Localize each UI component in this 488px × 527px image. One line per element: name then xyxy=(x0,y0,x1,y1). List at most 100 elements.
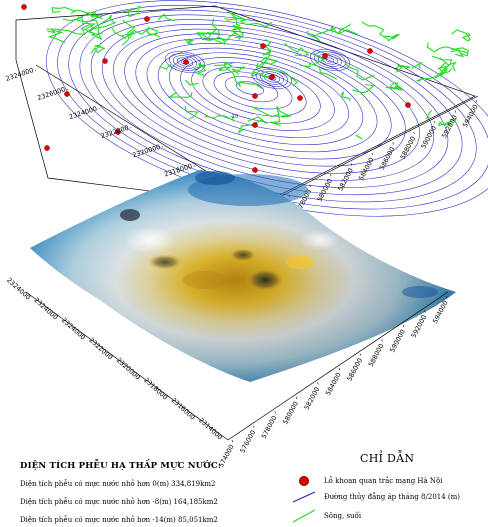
upper-y-tick: 2324000 xyxy=(5,66,35,83)
legend-label: Lỗ khoan quan trắc mạng Hà Nội xyxy=(324,477,443,485)
lower-x-tick: 582000 xyxy=(303,386,322,412)
isobath-line xyxy=(259,71,285,85)
lower-x-tick-mark xyxy=(317,382,319,385)
river-line xyxy=(111,27,136,40)
river-line xyxy=(214,61,233,71)
drawdown-cone xyxy=(229,248,257,262)
lower-x-tick-mark xyxy=(338,367,340,371)
river-line xyxy=(355,134,363,140)
upper-y-tick-mark xyxy=(98,108,100,110)
legend-title: CHỈ DẪN xyxy=(360,452,415,465)
river-line xyxy=(76,16,103,41)
river-line xyxy=(438,61,453,74)
isobath-line xyxy=(310,49,350,71)
river-line xyxy=(385,82,403,91)
lower-y-tick: 2324000 xyxy=(60,316,87,341)
monitoring-well xyxy=(102,58,108,64)
river-line xyxy=(426,42,468,54)
legend-item-isobath: Đường thủy đẳng áp tháng 8/2014 (m) xyxy=(290,490,460,504)
river-line xyxy=(361,21,385,35)
river-line xyxy=(438,118,457,127)
contour-plane: -10 xyxy=(15,0,488,217)
upper-x-tick-mark xyxy=(330,174,332,177)
upper-y-tick: 2320000 xyxy=(131,143,161,160)
river-line xyxy=(432,55,453,73)
isobath-line xyxy=(113,28,420,174)
drawdown-area-title: DIỆN TÍCH PHỄU HẠ THẤP MỰC NƯỚC: xyxy=(20,461,222,471)
monitoring-well xyxy=(322,53,328,59)
upper-x-tick-mark xyxy=(371,152,373,156)
river-line xyxy=(184,38,195,45)
river-line xyxy=(450,49,465,58)
isobath-line xyxy=(124,33,406,167)
river-line xyxy=(121,19,136,46)
river-line xyxy=(90,42,106,54)
monitoring-well xyxy=(44,145,50,151)
isobath-line xyxy=(157,47,364,146)
upper-y-tick-mark xyxy=(161,146,164,148)
upper-x-tick: 588000 xyxy=(399,135,418,161)
lower-y-tick: 2318000 xyxy=(142,376,169,401)
upper-x-tick: 582000 xyxy=(336,167,355,193)
upper-x-tick: 586000 xyxy=(378,146,397,172)
upper-x-tick: 592000 xyxy=(440,114,459,140)
river-line xyxy=(231,65,245,75)
river-line xyxy=(206,29,227,41)
monitoring-well xyxy=(252,122,258,128)
river-line xyxy=(167,92,193,98)
lower-x-tick: 576000 xyxy=(238,429,257,455)
river-line xyxy=(223,29,244,43)
river-line xyxy=(352,83,375,94)
lower-y-tick-mark xyxy=(83,335,86,338)
upper-y-tick: 2324000 xyxy=(68,105,98,122)
river-line xyxy=(47,29,66,44)
legend-label: Sông, suối xyxy=(324,512,362,520)
monitoring-well xyxy=(21,4,27,10)
monitoring-well xyxy=(115,129,121,135)
lower-x-tick-mark xyxy=(231,439,233,443)
river-line xyxy=(395,64,411,73)
river-line xyxy=(250,71,263,77)
drawdown-area-line: Diện tích phễu có mực nước nhỏ hơn 0(m) … xyxy=(20,480,216,488)
river-line xyxy=(276,106,292,118)
river-line xyxy=(284,42,310,57)
river-line xyxy=(196,32,220,40)
lower-x-tick-mark xyxy=(360,353,362,356)
river-line xyxy=(300,62,338,80)
lower-x-tick: 588000 xyxy=(367,342,386,368)
monitoring-well xyxy=(405,102,411,108)
lower-x-tick-mark xyxy=(445,295,447,299)
lower-y-tick: 2322000 xyxy=(87,336,114,361)
isobath-line xyxy=(236,80,264,96)
upper-x-tick-mark xyxy=(475,99,477,103)
river-line xyxy=(425,110,433,120)
drawdown-area-line: Diện tích phễu có mực nước nhỏ hơn -14(m… xyxy=(20,516,218,524)
river-line xyxy=(62,16,97,35)
river-line xyxy=(192,62,207,77)
groundwater-surface-3d xyxy=(30,170,456,382)
river-line xyxy=(250,105,281,127)
lower-x-tick: 590000 xyxy=(388,328,407,354)
monitoring-wells xyxy=(21,4,411,173)
lower-y-tick: 2320000 xyxy=(115,356,142,381)
river-line xyxy=(46,27,86,36)
monitoring-well xyxy=(260,43,266,49)
upper-y-tick-mark xyxy=(130,127,132,129)
lower-x-tick-mark xyxy=(402,324,405,327)
lower-x-tick: 578000 xyxy=(260,414,279,440)
isobath-line xyxy=(135,38,392,160)
drawdown-area-line: Diện tích phễu có mực nước nhỏ hơn -8(m)… xyxy=(20,498,218,506)
red-dot-icon xyxy=(290,474,318,488)
lower-y-tick-mark xyxy=(111,355,113,358)
lower-y-tick-mark xyxy=(29,295,31,298)
lower-y-tick-mark xyxy=(138,375,140,378)
lower-y-tick: 2324000 xyxy=(33,296,60,321)
river-line xyxy=(416,65,450,82)
lower-x-tick-mark xyxy=(381,339,383,342)
lower-x-tick-mark xyxy=(424,310,426,313)
lower-x-tick-mark xyxy=(253,425,255,428)
river-line xyxy=(379,33,400,42)
monitoring-well xyxy=(252,167,258,173)
lower-x-tick-mark xyxy=(295,396,298,399)
